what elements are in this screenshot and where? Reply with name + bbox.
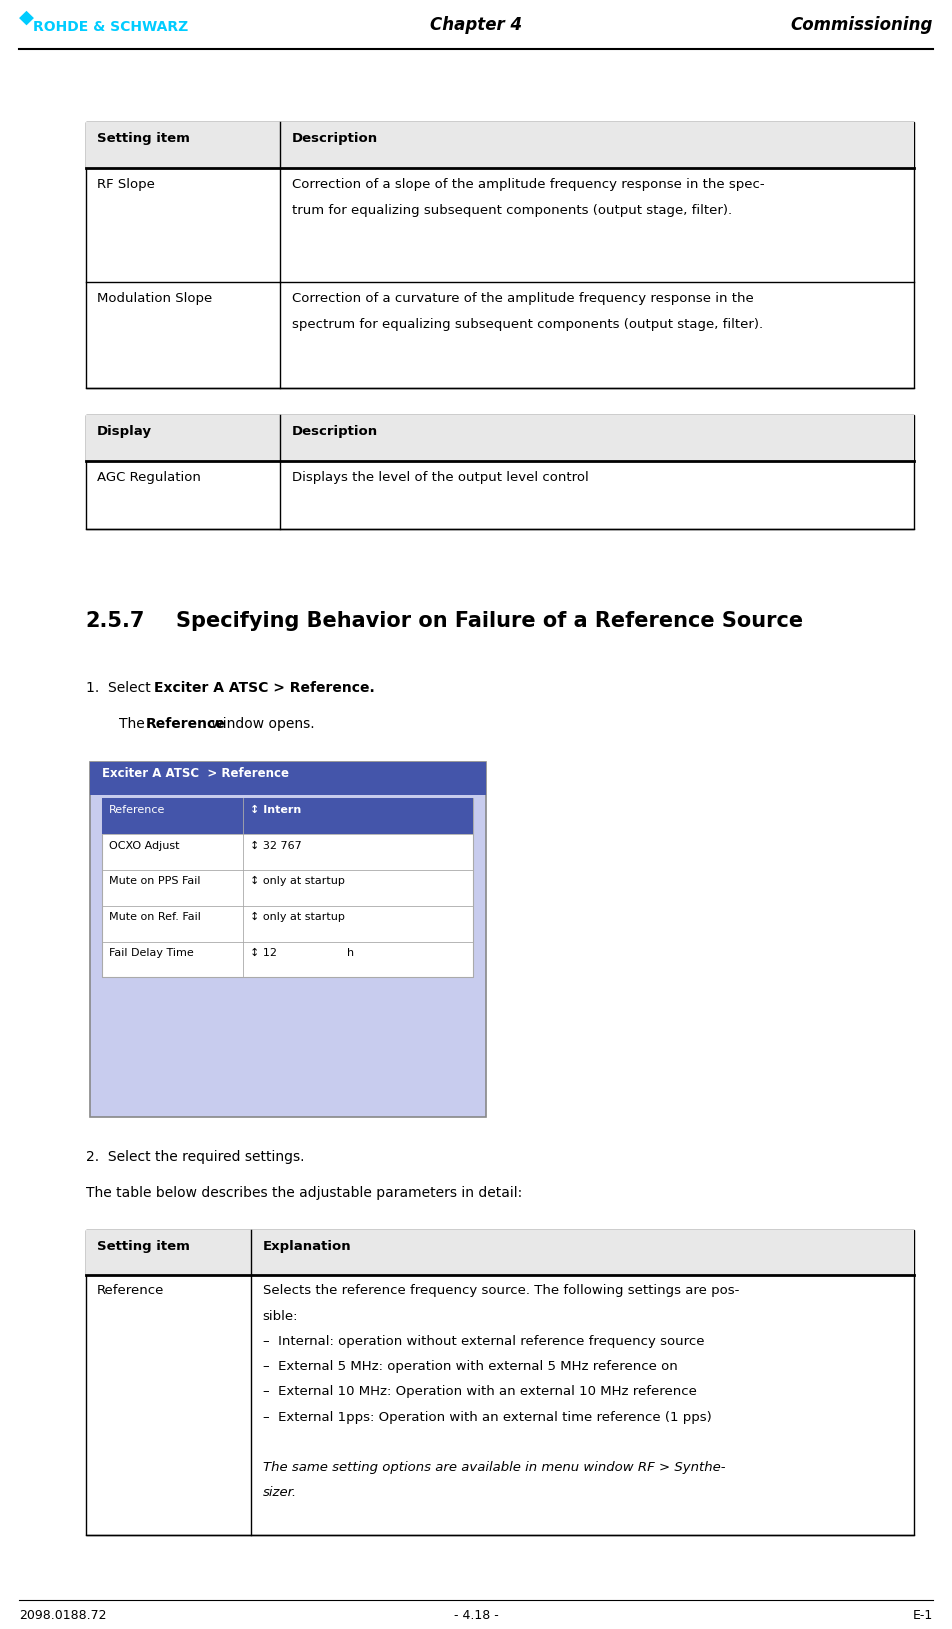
Text: 2.5.7: 2.5.7 [86,611,145,630]
Bar [86,122,914,388]
Text: –  External 5 MHz: operation with external 5 MHz reference on: – External 5 MHz: operation with externa… [263,1360,678,1373]
Text: Exciter A ATSC > Reference.: Exciter A ATSC > Reference. [154,681,375,696]
Bar [90,762,486,1117]
Text: Reference: Reference [109,805,165,814]
Bar [86,415,914,529]
Text: ↕ only at startup: ↕ only at startup [249,912,345,922]
Bar [86,1230,914,1274]
Text: Fail Delay Time: Fail Delay Time [109,948,193,958]
Text: OCXO Adjust: OCXO Adjust [109,841,179,850]
Text: Commissioning: Commissioning [790,16,933,34]
Text: ↕ 32 767: ↕ 32 767 [249,841,302,850]
Text: ↕ only at startup: ↕ only at startup [249,876,345,886]
Text: AGC Regulation: AGC Regulation [97,471,201,484]
Bar [86,415,914,461]
Text: Exciter A ATSC  > Reference: Exciter A ATSC > Reference [102,767,288,780]
Text: ◆: ◆ [19,8,34,28]
Text: 1.  Select: 1. Select [86,681,155,696]
Text: –  External 10 MHz: Operation with an external 10 MHz reference: – External 10 MHz: Operation with an ext… [263,1385,697,1398]
Text: window opens.: window opens. [207,717,314,731]
Text: sizer.: sizer. [263,1486,297,1499]
Text: ROHDE & SCHWARZ: ROHDE & SCHWARZ [33,20,188,34]
Text: Setting item: Setting item [97,1240,190,1253]
Text: Selects the reference frequency source. The following settings are pos-: Selects the reference frequency source. … [263,1284,739,1297]
Text: Description: Description [291,425,378,438]
Text: E-1: E-1 [913,1609,933,1622]
Text: Specifying Behavior on Failure of a Reference Source: Specifying Behavior on Failure of a Refe… [176,611,803,630]
Text: Displays the level of the output level control: Displays the level of the output level c… [291,471,588,484]
Text: Reference: Reference [97,1284,165,1297]
Text: Mute on PPS Fail: Mute on PPS Fail [109,876,200,886]
Text: Correction of a curvature of the amplitude frequency response in the: Correction of a curvature of the amplitu… [291,292,753,305]
Bar [86,122,914,168]
Text: RF Slope: RF Slope [97,178,155,191]
Text: –  External 1pps: Operation with an external time reference (1 pps): – External 1pps: Operation with an exter… [263,1411,711,1424]
Text: Correction of a slope of the amplitude frequency response in the spec-: Correction of a slope of the amplitude f… [291,178,764,191]
Text: spectrum for equalizing subsequent components (output stage, filter).: spectrum for equalizing subsequent compo… [291,318,763,331]
Text: Mute on Ref. Fail: Mute on Ref. Fail [109,912,201,922]
Text: Setting item: Setting item [97,132,190,145]
Bar [90,762,486,795]
Text: ↕ 12                    h: ↕ 12 h [249,948,354,958]
Text: trum for equalizing subsequent components (output stage, filter).: trum for equalizing subsequent component… [291,204,732,217]
Text: –  Internal: operation without external reference frequency source: – Internal: operation without external r… [263,1336,704,1347]
Text: The: The [119,717,149,731]
Text: Display: Display [97,425,152,438]
Text: ↕ Intern: ↕ Intern [249,805,301,814]
Text: Explanation: Explanation [263,1240,351,1253]
Bar [86,1230,914,1535]
Text: 2098.0188.72: 2098.0188.72 [19,1609,107,1622]
Text: The same setting options are available in menu window RF > Synthe-: The same setting options are available i… [263,1461,725,1474]
Text: - 4.18 -: - 4.18 - [453,1609,499,1622]
Text: Description: Description [291,132,378,145]
Bar [102,798,473,977]
Text: Reference: Reference [146,717,226,731]
Text: sible:: sible: [263,1310,298,1323]
Bar [102,798,473,834]
Text: 2.  Select the required settings.: 2. Select the required settings. [86,1150,305,1165]
Text: Modulation Slope: Modulation Slope [97,292,212,305]
Text: The table below describes the adjustable parameters in detail:: The table below describes the adjustable… [86,1186,522,1201]
Text: Chapter 4: Chapter 4 [430,16,522,34]
